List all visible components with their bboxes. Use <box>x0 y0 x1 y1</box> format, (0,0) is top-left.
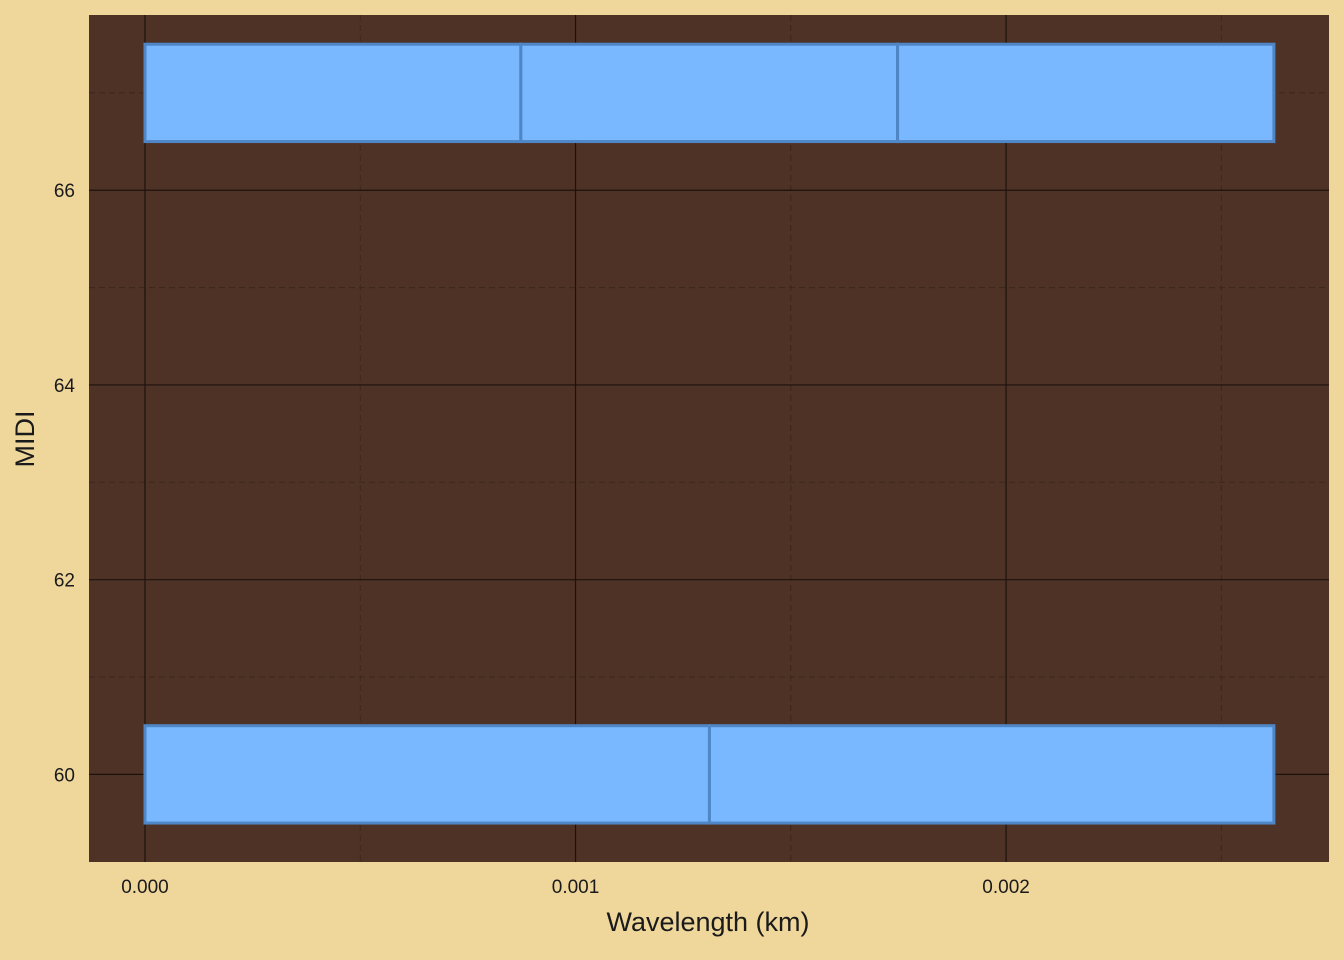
x-tick-label: 0.002 <box>982 877 1030 898</box>
bar-segment <box>707 724 1276 825</box>
x-tick-label: 0.001 <box>552 877 600 898</box>
bars <box>143 42 1276 825</box>
bar-segment <box>143 724 711 825</box>
bar-segment <box>896 42 1276 144</box>
y-tick-labels: 60 62 64 66 <box>54 181 76 786</box>
y-tick-label: 66 <box>54 181 75 202</box>
plot-panel <box>89 15 1329 862</box>
y-tick-label: 60 <box>54 765 75 786</box>
x-tick-labels: 0.000 0.001 0.002 <box>121 877 1030 898</box>
y-axis-title: MIDI <box>10 411 40 468</box>
bar-segment <box>143 42 523 144</box>
y-tick-label: 62 <box>54 571 75 592</box>
bar-segment <box>519 42 900 144</box>
y-tick-label: 64 <box>54 376 76 397</box>
x-axis-title: Wavelength (km) <box>606 907 809 937</box>
x-tick-label: 0.000 <box>121 877 169 898</box>
